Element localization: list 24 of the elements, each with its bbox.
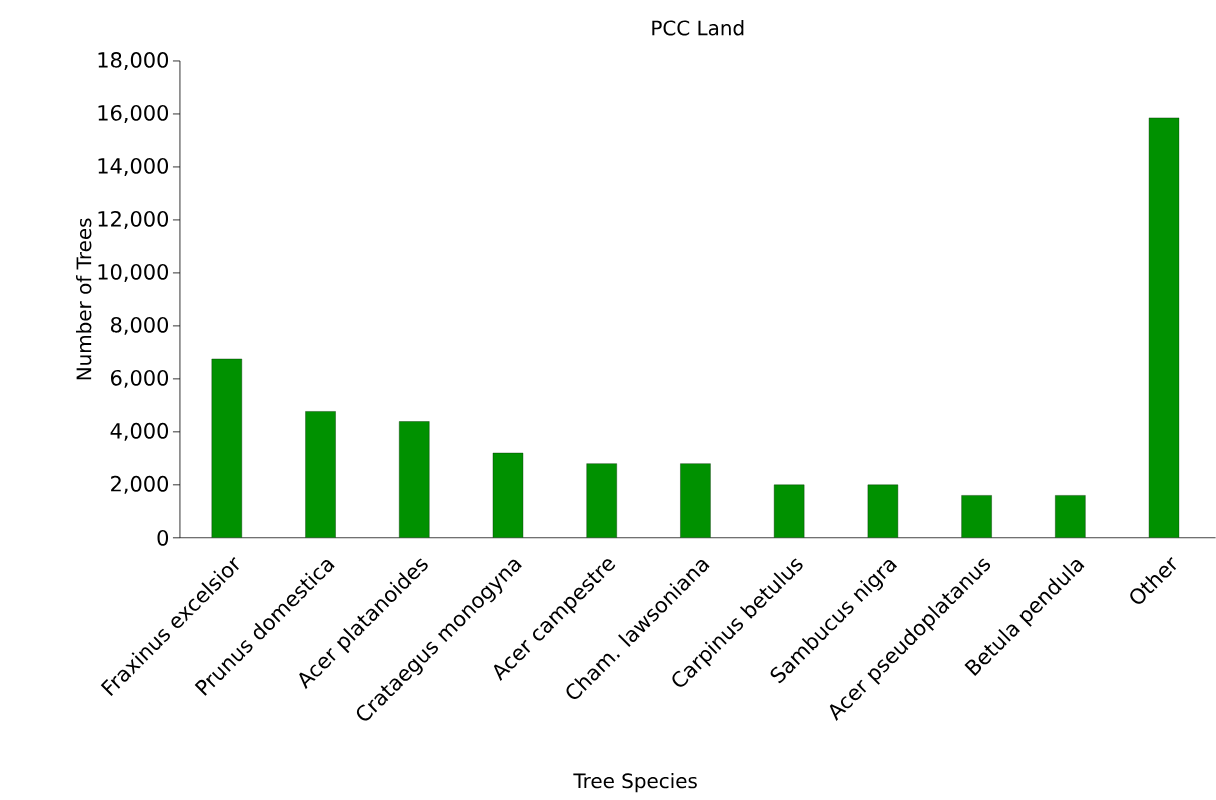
y-tick-label: 18,000 [98, 52, 169, 71]
bar [586, 463, 617, 538]
bar [492, 452, 524, 538]
y-axis-title: Number of Trees [75, 218, 92, 380]
bar [1055, 495, 1086, 538]
y-tick-label: 6,000 [111, 370, 169, 388]
bar [1148, 117, 1180, 538]
bar [680, 463, 711, 538]
y-tick-label: 8,000 [110, 317, 169, 335]
y-tick-label: 14,000 [98, 158, 169, 177]
y-tick-label: 10,000 [98, 264, 169, 283]
bar [961, 495, 992, 538]
y-tick-label: 0 [157, 530, 169, 546]
y-tick-label: 2,000 [111, 475, 169, 494]
bar [867, 484, 899, 538]
bar [305, 411, 336, 538]
bar [773, 484, 805, 538]
x-axis-title: Tree Species [573, 773, 697, 793]
y-tick-label: 4,000 [110, 423, 169, 441]
y-tick-label: 16,000 [98, 105, 169, 124]
bar [211, 358, 242, 538]
y-tick-label: 12,000 [98, 211, 169, 230]
bar [399, 421, 430, 538]
chart-title: PCC Land [652, 20, 744, 36]
